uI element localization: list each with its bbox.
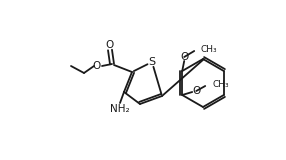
Text: CH₃: CH₃ [212, 80, 229, 88]
Text: S: S [148, 57, 156, 67]
Text: O: O [106, 40, 114, 50]
Text: O: O [192, 86, 200, 96]
Text: CH₃: CH₃ [200, 44, 217, 53]
Text: O: O [93, 61, 101, 71]
Text: O: O [180, 52, 188, 62]
Text: NH₂: NH₂ [110, 104, 130, 114]
